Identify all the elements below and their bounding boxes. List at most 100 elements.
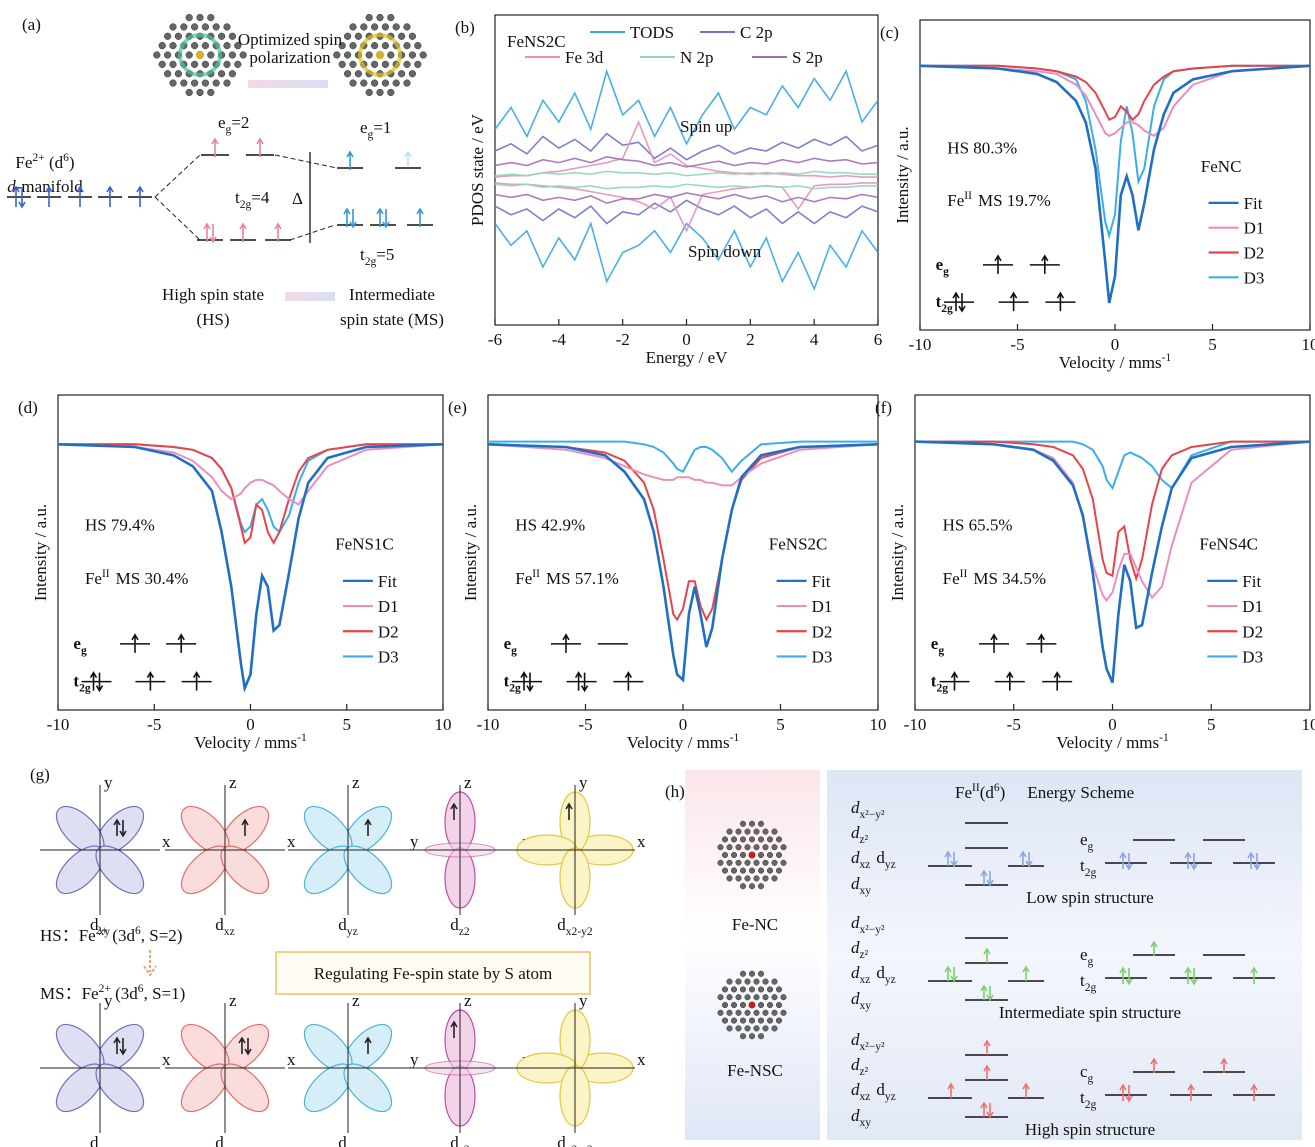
- atom: [739, 986, 747, 993]
- text-part: (3d: [111, 984, 138, 1003]
- legend-label: D2: [1242, 622, 1263, 641]
- spin-arrow: [106, 185, 114, 207]
- legend-label: D3: [378, 647, 399, 666]
- text-part: 6: [138, 982, 144, 995]
- sample-name: FeNS2C: [769, 534, 828, 553]
- atom: [381, 60, 390, 68]
- atom: [757, 1033, 765, 1040]
- atom: [775, 1001, 783, 1009]
- fe-atom: [375, 50, 385, 60]
- atom: [753, 978, 760, 985]
- legend-label: Fit: [812, 572, 831, 591]
- atom: [354, 32, 363, 40]
- atom: [757, 883, 765, 890]
- atom: [775, 986, 783, 993]
- x-tick-label: 0: [682, 330, 691, 349]
- atom: [748, 820, 756, 827]
- legend-label: Fit: [1242, 572, 1261, 591]
- label: dx²−y²: [851, 913, 885, 936]
- spin-arrow: [1037, 633, 1046, 653]
- legend-label: D3: [1244, 268, 1265, 287]
- atom: [748, 970, 756, 977]
- text-part: (d: [980, 783, 995, 802]
- text-part: d: [851, 874, 860, 893]
- spin-arrow: [238, 1036, 246, 1054]
- text-part: d: [876, 963, 885, 982]
- text-part: =4: [251, 188, 270, 207]
- atom: [766, 851, 774, 859]
- x-tick-label: -5: [1010, 335, 1024, 354]
- label: dz²: [851, 1055, 869, 1078]
- text-part: z2: [459, 925, 470, 938]
- x-axis-label: Velocity / mms-1: [194, 731, 307, 752]
- text-part: t: [360, 245, 365, 264]
- text-part: z: [464, 991, 472, 1010]
- label: eg: [1080, 945, 1094, 968]
- atom: [748, 1017, 756, 1024]
- atom: [201, 60, 210, 68]
- pdos-line: [494, 155, 879, 168]
- text-part: Fe-NC: [732, 915, 778, 934]
- text-part: g: [1088, 955, 1094, 968]
- legend-label: D1: [1242, 597, 1263, 616]
- text-part: c: [1080, 1062, 1088, 1081]
- atom: [343, 51, 352, 59]
- atom: [403, 23, 411, 31]
- sample-name: FeNS4C: [1199, 534, 1258, 553]
- text-part: Fe: [15, 153, 32, 172]
- t2g-label: t2g: [73, 672, 90, 695]
- atom: [228, 70, 237, 78]
- atom: [735, 828, 742, 835]
- text-part: (h): [665, 782, 685, 801]
- orbital-name: dxy: [90, 915, 110, 938]
- label: dx²−y²: [851, 798, 885, 821]
- atom: [739, 820, 747, 827]
- atom: [223, 23, 231, 31]
- lobe: [220, 845, 270, 895]
- atom: [169, 60, 177, 68]
- spin-arrow: [18, 187, 26, 209]
- text-part: -1: [1159, 731, 1169, 744]
- atom: [766, 986, 774, 993]
- atom: [739, 851, 747, 859]
- atom: [223, 60, 231, 68]
- atom: [163, 51, 172, 59]
- atom: [771, 844, 778, 851]
- lobe: [343, 1063, 393, 1113]
- text-part: d: [338, 915, 347, 934]
- fit-line: [487, 443, 879, 487]
- text-part: e: [936, 255, 944, 274]
- text-part: d: [90, 915, 99, 934]
- spin-arrow: [113, 818, 121, 836]
- text-part: yz: [347, 1143, 358, 1147]
- atom: [766, 836, 774, 843]
- x-tick-label: 5: [776, 715, 785, 734]
- text-part: High spin state: [162, 285, 264, 304]
- atom: [753, 1025, 760, 1032]
- fit-line: [57, 443, 444, 506]
- x-tick-label: -10: [904, 715, 927, 734]
- text-part: d: [851, 938, 860, 957]
- label: x: [637, 832, 646, 851]
- text-part: Fe: [515, 569, 532, 588]
- spin-arrow: [211, 137, 219, 157]
- text-part: xz: [860, 973, 871, 986]
- text-part: d: [90, 1133, 99, 1147]
- subtitle: FeNS2C: [507, 32, 566, 51]
- atom: [735, 844, 742, 851]
- text-part: y: [579, 773, 588, 792]
- label: Intermediate spin structure: [999, 1003, 1181, 1022]
- spin-arrow: [241, 818, 249, 836]
- label: y: [104, 773, 113, 792]
- atom: [766, 1017, 774, 1024]
- text-part: t: [73, 672, 79, 691]
- spin-arrow: [244, 1038, 252, 1056]
- eg-label: eg: [931, 634, 945, 657]
- label: eg=2: [218, 113, 249, 136]
- atom: [343, 70, 352, 78]
- spin-arrow: [580, 672, 589, 693]
- fit-line: [914, 440, 1311, 603]
- text-part: t: [1080, 856, 1085, 875]
- text-part: MS 19.7%: [978, 191, 1051, 210]
- spin-arrow: [1150, 1057, 1158, 1073]
